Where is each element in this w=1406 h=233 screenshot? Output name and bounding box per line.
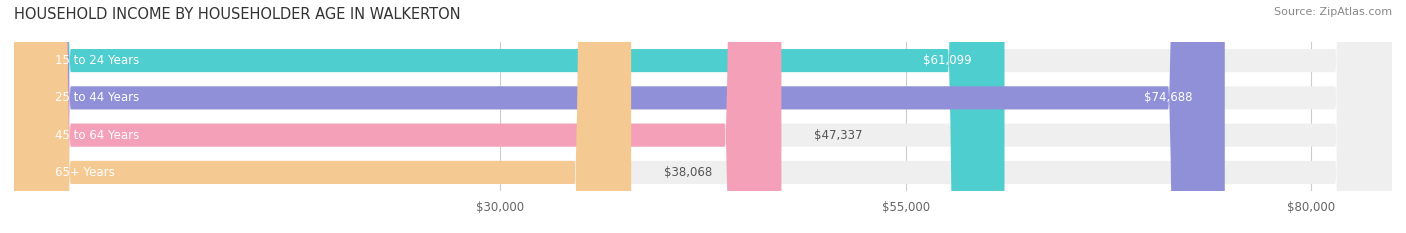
Text: 65+ Years: 65+ Years: [55, 166, 114, 179]
Text: 25 to 44 Years: 25 to 44 Years: [55, 91, 139, 104]
Text: $47,337: $47,337: [814, 129, 862, 142]
FancyBboxPatch shape: [14, 0, 782, 233]
Text: $74,688: $74,688: [1144, 91, 1192, 104]
Text: 45 to 64 Years: 45 to 64 Years: [55, 129, 139, 142]
Text: $38,068: $38,068: [664, 166, 711, 179]
FancyBboxPatch shape: [14, 0, 1392, 233]
Text: Source: ZipAtlas.com: Source: ZipAtlas.com: [1274, 7, 1392, 17]
FancyBboxPatch shape: [14, 0, 1392, 233]
Text: $61,099: $61,099: [924, 54, 972, 67]
FancyBboxPatch shape: [14, 0, 1392, 233]
FancyBboxPatch shape: [14, 0, 1004, 233]
FancyBboxPatch shape: [14, 0, 1392, 233]
FancyBboxPatch shape: [14, 0, 631, 233]
Text: 15 to 24 Years: 15 to 24 Years: [55, 54, 139, 67]
Text: HOUSEHOLD INCOME BY HOUSEHOLDER AGE IN WALKERTON: HOUSEHOLD INCOME BY HOUSEHOLDER AGE IN W…: [14, 7, 461, 22]
FancyBboxPatch shape: [14, 0, 1225, 233]
